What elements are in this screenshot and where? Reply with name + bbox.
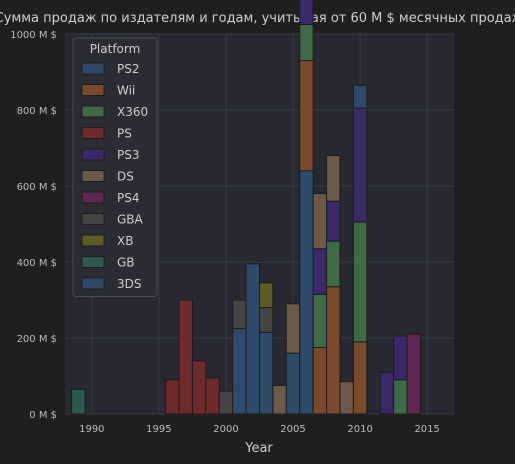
legend-swatch-gb bbox=[81, 256, 105, 268]
bar-segment-3ds bbox=[352, 84, 368, 109]
x-tick-label: 2000 bbox=[213, 424, 238, 435]
x-axis-ticks: 1990 1995 2000 2005 2010 2015 bbox=[79, 424, 440, 435]
bar-segment-x360 bbox=[312, 293, 328, 348]
legend-label-gba: GBA bbox=[117, 213, 144, 227]
bar-segment-ps bbox=[205, 377, 220, 415]
bars-group bbox=[71, 0, 421, 415]
bar-segment-x360 bbox=[299, 24, 314, 62]
bar-segment-ps3 bbox=[312, 248, 328, 295]
legend-label-ps3: PS3 bbox=[117, 148, 140, 162]
bar-segment-ds bbox=[312, 193, 328, 250]
legend-label-ps4: PS4 bbox=[117, 191, 140, 205]
bar-segment-ps3 bbox=[352, 107, 368, 223]
legend-title: Platform bbox=[90, 42, 141, 56]
bar-segment-wii bbox=[299, 60, 314, 172]
legend-label-ds: DS bbox=[117, 170, 134, 184]
legend-label-xb: XB bbox=[117, 234, 133, 248]
legend-label-gb: GB bbox=[117, 256, 135, 270]
legend-label-x360: X360 bbox=[117, 105, 148, 119]
bar-segment-ps2 bbox=[245, 263, 261, 415]
legend-swatch-ps2 bbox=[81, 62, 105, 75]
y-tick-label: 600 M $ bbox=[17, 182, 57, 193]
bar-segment-ps bbox=[178, 299, 193, 415]
y-tick-label: 0 M $ bbox=[29, 410, 57, 421]
legend-swatch-xb bbox=[81, 234, 105, 247]
y-tick-label: 800 M $ bbox=[17, 106, 57, 117]
x-tick-label: 1990 bbox=[79, 424, 104, 435]
bar-segment-wii bbox=[326, 286, 341, 415]
bar-segment-x360 bbox=[393, 379, 408, 415]
bar-segment-x360 bbox=[352, 221, 368, 343]
x-tick-label: 2015 bbox=[414, 424, 439, 435]
legend-swatch-x360 bbox=[81, 105, 105, 118]
bar-segment-gba bbox=[232, 299, 247, 329]
legend-label-wii: Wii bbox=[117, 84, 135, 98]
y-tick-label: 1000 M $ bbox=[10, 30, 57, 41]
legend-swatch-gba bbox=[81, 213, 105, 225]
y-tick-label: 400 M $ bbox=[17, 258, 57, 269]
legend-label-3ds: 3DS bbox=[117, 277, 142, 291]
bar-segment-ds bbox=[339, 381, 354, 415]
bar-segment-wii bbox=[312, 347, 328, 415]
bar-segment-x360 bbox=[326, 240, 341, 288]
bar-segment-ps3 bbox=[326, 200, 341, 242]
bar-segment-gba bbox=[259, 307, 274, 333]
bar-segment-ds bbox=[326, 155, 341, 202]
bar-segment-wii bbox=[352, 341, 368, 415]
x-tick-label: 1995 bbox=[146, 424, 171, 435]
legend-swatch-ps bbox=[81, 127, 105, 139]
bar-segment-gba bbox=[218, 390, 234, 415]
bar-segment-ps2 bbox=[285, 352, 301, 415]
legend-swatch-wii bbox=[81, 84, 105, 96]
legend-label-ps2: PS2 bbox=[117, 62, 140, 76]
bar-segment-xb bbox=[259, 282, 274, 309]
bar-segment-ps bbox=[191, 360, 207, 415]
bar-segment-ps bbox=[165, 379, 180, 415]
bar-segment-ps3 bbox=[299, 0, 314, 25]
x-axis-label: Year bbox=[244, 441, 273, 456]
bar-segment-ps3 bbox=[379, 371, 395, 415]
legend-swatch-3ds bbox=[81, 277, 105, 290]
legend: Platform PS2 Wii X360 PS PS3 DS PS4 GBA XB GB 3DS bbox=[72, 37, 158, 297]
bar-segment-ps2 bbox=[299, 170, 314, 415]
legend-swatch-ps4 bbox=[81, 191, 105, 204]
bar-segment-gb bbox=[71, 388, 86, 415]
bar-segment-ps4 bbox=[406, 333, 421, 415]
legend-label-ps: PS bbox=[117, 127, 132, 141]
bar-segment-ds bbox=[272, 385, 287, 415]
bar-segment-ps2 bbox=[232, 328, 247, 415]
legend-swatch-ps3 bbox=[81, 148, 105, 161]
legend-swatch-ds bbox=[81, 170, 105, 182]
x-tick-label: 2005 bbox=[280, 424, 305, 435]
bar-segment-ps3 bbox=[393, 335, 408, 381]
chart-title: Сумма продаж по издателям и годам, учиты… bbox=[0, 11, 515, 26]
bar-segment-ps2 bbox=[259, 331, 274, 415]
x-tick-label: 2010 bbox=[347, 424, 372, 435]
bar-segment-ds bbox=[285, 303, 301, 354]
legend-box bbox=[72, 37, 158, 297]
y-tick-label: 200 M $ bbox=[17, 334, 57, 345]
y-axis-ticks: 0 M $ 200 M $ 400 M $ 600 M $ 800 M $ 1000 M … bbox=[10, 30, 57, 421]
